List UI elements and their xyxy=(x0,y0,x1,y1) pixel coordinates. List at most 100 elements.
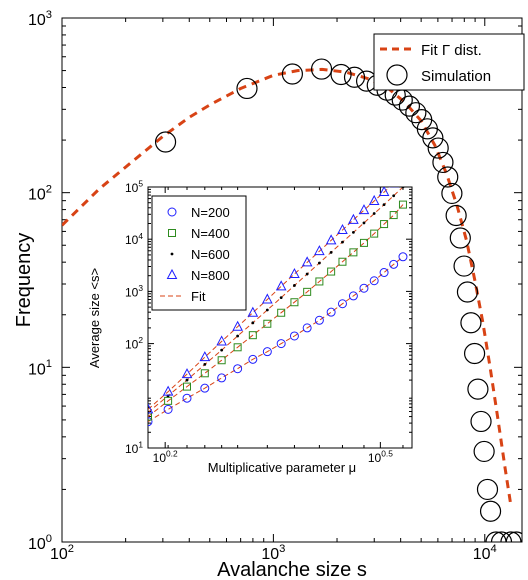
simulation-point xyxy=(485,531,507,542)
inset-point-circle xyxy=(314,315,324,325)
inset-point-dot xyxy=(392,194,396,198)
inset-point-triangle xyxy=(199,351,211,362)
simulation-point xyxy=(463,342,486,365)
inset-point-circle xyxy=(348,291,358,301)
inset-point-circle xyxy=(182,393,192,403)
inset-chart: 100.2 100.5 101 102 103 104 105 Multiplicativ… xyxy=(87,179,418,478)
inset-point-square xyxy=(164,396,173,405)
inset-point-triangle xyxy=(358,204,370,215)
main-y-tick-label: 103 xyxy=(28,9,52,29)
simulation-point xyxy=(310,58,333,80)
inset-point-circle xyxy=(359,283,369,293)
inset-point-circle xyxy=(148,417,153,427)
inset-point-dot xyxy=(401,187,405,189)
simulation-point xyxy=(236,77,258,100)
inset-point-dot xyxy=(265,308,269,312)
inset-point-square xyxy=(248,331,257,340)
inset-point-circle xyxy=(217,373,227,383)
simulation-point xyxy=(154,131,177,153)
inset-point-triangle xyxy=(289,267,300,279)
inset-point-square xyxy=(200,369,209,378)
main-y-axis-label: Frequency xyxy=(13,233,35,328)
inset-point-circle xyxy=(200,383,210,393)
simulation-point xyxy=(422,127,444,149)
simulation-point xyxy=(449,227,471,249)
simulation-point xyxy=(473,440,495,463)
inset-legend: N=200 N=400 N=600 N=800 Fit xyxy=(151,195,247,311)
simulation-point xyxy=(456,281,479,303)
inset-fit-line xyxy=(148,256,404,423)
inset-point-triangle xyxy=(247,306,259,317)
inset-x-axis-label: Multiplicative parameter μ xyxy=(208,460,356,475)
inset-point-circle xyxy=(289,331,299,341)
inset-x-tick-label: 100.5 xyxy=(368,449,393,465)
inset-fit-line xyxy=(148,187,391,410)
main-y-tick-label: 100 xyxy=(28,533,52,553)
inset-point-dot xyxy=(251,321,255,325)
inset-point-dot xyxy=(341,240,344,244)
inset-fit-line xyxy=(148,204,404,417)
main-simulation-points xyxy=(154,58,522,542)
inset-point-triangle xyxy=(275,280,287,291)
simulation-point xyxy=(479,500,502,522)
simulation-point xyxy=(330,63,352,86)
simulation-point xyxy=(398,95,421,117)
inset-x-ticks: 100.2 100.5 xyxy=(153,187,404,465)
simulation-point xyxy=(467,378,489,400)
inset-point-dot xyxy=(372,212,376,215)
inset-point-circle xyxy=(337,299,347,309)
inset-point-square xyxy=(148,412,152,421)
inset-point-triangle xyxy=(232,320,243,331)
simulation-point xyxy=(445,204,467,227)
inset-legend-label: N=200 xyxy=(191,205,230,220)
simulation-point xyxy=(460,312,482,334)
inset-point-triangle xyxy=(348,213,359,224)
inset-point-dot xyxy=(382,203,386,207)
simulation-point xyxy=(427,137,449,159)
inset-legend-swatch-square xyxy=(168,229,176,237)
inset-point-square xyxy=(327,267,336,276)
main-y-tick-label: 101 xyxy=(28,358,52,378)
inset-point-circle xyxy=(389,259,399,269)
inset-points xyxy=(148,187,408,427)
inset-point-square xyxy=(315,277,324,286)
simulation-point xyxy=(476,478,499,501)
inset-point-dot xyxy=(293,284,296,287)
inset-legend-label: N=400 xyxy=(191,226,230,241)
simulation-point xyxy=(453,255,475,277)
inset-point-triangle xyxy=(337,223,348,235)
inset-legend-swatch-triangle xyxy=(166,268,178,279)
simulation-point xyxy=(441,182,463,205)
inset-point-dot xyxy=(279,296,283,300)
inset-point-dot xyxy=(203,362,207,366)
inset-point-triangle xyxy=(368,194,380,205)
inset-point-square xyxy=(389,211,398,220)
inset-point-circle xyxy=(163,404,173,414)
inset-point-square xyxy=(303,287,312,296)
inset-point-triangle xyxy=(378,187,390,197)
inset-y-tick-label: 102 xyxy=(125,335,143,351)
simulation-point xyxy=(505,531,522,542)
inset-point-circle xyxy=(369,276,379,286)
inset-point-square xyxy=(290,298,299,307)
inset-point-circle xyxy=(276,339,286,349)
main-y-tick-label: 102 xyxy=(28,183,52,203)
inset-point-dot xyxy=(220,348,224,352)
inset-point-circle xyxy=(233,364,243,374)
inset-point-dot xyxy=(317,261,321,265)
inset-legend-box xyxy=(151,195,247,311)
main-x-tick-label: 103 xyxy=(261,543,285,563)
main-legend-box xyxy=(373,33,525,91)
inset-point-square xyxy=(338,257,347,266)
inset-point-square xyxy=(277,308,286,317)
inset-point-triangle xyxy=(148,403,154,414)
inset-legend-swatch-circle xyxy=(167,207,177,217)
inset-point-dot xyxy=(185,378,189,382)
inset-point-square xyxy=(182,382,191,391)
inset-y-axis-label: Average size <s> xyxy=(87,268,102,368)
inset-point-square xyxy=(398,200,407,209)
inset-point-square xyxy=(380,220,389,229)
inset-point-circle xyxy=(379,268,389,278)
inset-point-circle xyxy=(262,347,272,357)
inset-point-dot xyxy=(305,272,309,276)
